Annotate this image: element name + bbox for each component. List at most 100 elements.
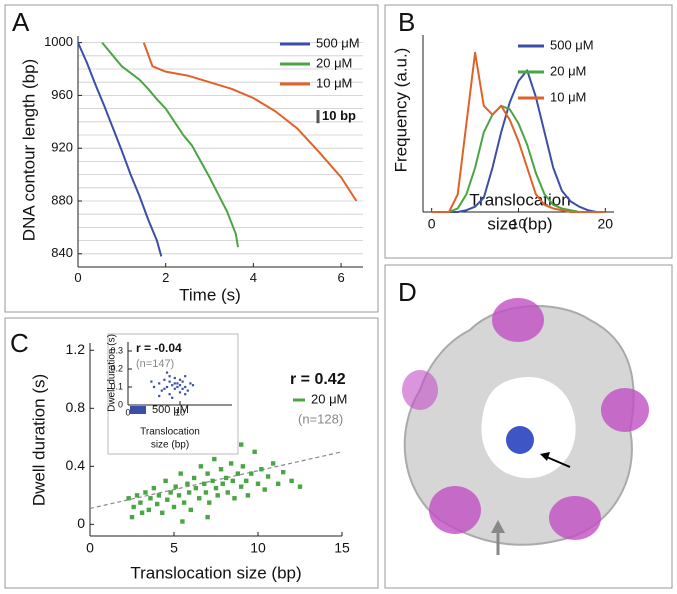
- scatter-point: [191, 384, 195, 387]
- x-tick-label: 2: [162, 270, 169, 285]
- scatter-point: [289, 478, 294, 484]
- scatter-point: [176, 385, 179, 389]
- scatter-point: [184, 375, 187, 378]
- y-axis-label: Dwell duration (s): [29, 374, 48, 506]
- scatter-point: [181, 500, 187, 505]
- scatter-point: [239, 442, 244, 447]
- panel-label: D: [398, 277, 417, 307]
- scatter-point: [255, 481, 261, 486]
- scatter-point: [186, 490, 192, 495]
- x-tick-label: 10: [175, 407, 185, 417]
- scatter-point: [173, 387, 176, 390]
- y-tick-label: 1000: [44, 34, 73, 49]
- scatter-point: [223, 475, 229, 481]
- scatter-point: [156, 493, 162, 498]
- legend-label: 500 μM: [152, 404, 189, 416]
- x-tick-label: 6: [337, 270, 344, 285]
- scatter-point: [249, 471, 254, 476]
- scatter-point: [173, 376, 176, 380]
- x-tick-label: 5: [170, 539, 178, 555]
- scatter-point: [193, 485, 199, 491]
- legend-swatch: [130, 406, 146, 414]
- scatter-point: [202, 481, 207, 486]
- series-line: [431, 69, 606, 213]
- scatter-point: [126, 496, 131, 501]
- y-tick-label: 0.4: [66, 457, 86, 473]
- scatter-point: [168, 393, 171, 396]
- scatter-point: [146, 507, 151, 513]
- y-tick-label: 1.2: [66, 341, 86, 357]
- x-tick-label: 10: [250, 539, 266, 555]
- x-tick-label: 0: [428, 215, 436, 231]
- scatter-point: [165, 497, 170, 502]
- scatter-point: [178, 391, 182, 394]
- scatter-point: [165, 385, 169, 389]
- annotation: (n=147): [136, 358, 174, 370]
- scatter-point: [270, 461, 276, 466]
- scatter-point: [176, 493, 182, 498]
- scatter-point: [232, 496, 237, 501]
- scatter-point: [151, 485, 157, 491]
- legend-label: 10 μM: [550, 89, 586, 104]
- x-axis-label: Time (s): [179, 285, 241, 304]
- x-axis-label: Translocation: [140, 427, 200, 438]
- x-tick-label: 20: [598, 215, 614, 231]
- scatter-point: [155, 501, 160, 507]
- scatter-point: [240, 464, 246, 469]
- scatter-point: [262, 487, 267, 492]
- fit-line: [89, 451, 343, 510]
- scatter-point: [213, 485, 219, 491]
- scatter-point: [220, 481, 225, 486]
- y-tick-label: 880: [51, 192, 73, 207]
- scatter-point: [158, 382, 161, 385]
- scatter-point: [180, 519, 185, 524]
- panel-label: B: [398, 7, 415, 37]
- scatter-point: [275, 481, 281, 486]
- scatter-point: [165, 371, 169, 374]
- y-tick-label: 960: [51, 87, 73, 102]
- scatter-point: [171, 396, 174, 399]
- scatter-point: [148, 496, 153, 501]
- scatter-point: [138, 500, 143, 505]
- scatter-point: [143, 490, 148, 495]
- scatter-point: [131, 504, 136, 510]
- scatter-point: [281, 469, 286, 475]
- y-tick-label: 0: [77, 515, 85, 531]
- scatter-point: [163, 478, 168, 484]
- scatter-point: [230, 478, 235, 484]
- structure-render: [402, 298, 649, 555]
- legend-label: 10 μM: [316, 75, 352, 90]
- scatter-point: [205, 514, 210, 520]
- scatter-point: [168, 380, 171, 383]
- y-tick-label: 0.1: [110, 381, 123, 391]
- x-tick-label: 4: [250, 270, 257, 285]
- scatter-point: [178, 471, 183, 476]
- scatter-point: [215, 493, 220, 498]
- y-tick-label: 920: [51, 140, 73, 155]
- series-line: [101, 41, 240, 248]
- y-axis-label: Dwell duration (s): [107, 334, 118, 412]
- scatter-point: [203, 490, 209, 495]
- panel-a-frame: [4, 4, 379, 313]
- scatter-point: [171, 384, 174, 387]
- x-axis-label: Translocation size (bp): [130, 563, 301, 582]
- scatter-point: [235, 471, 241, 476]
- scatter-point: [129, 514, 135, 520]
- series-line: [431, 51, 606, 213]
- y-tick-label: 0.3: [110, 345, 123, 355]
- annotation: r = -0.04: [136, 341, 182, 355]
- legend-label: 500 μM: [316, 35, 360, 50]
- scatter-point: [244, 478, 249, 484]
- y-axis-label: Frequency (a.u.): [391, 48, 410, 173]
- x-tick-label: 15: [334, 539, 350, 555]
- scatter-point: [191, 475, 197, 481]
- scatter-point: [160, 389, 163, 392]
- series-line: [77, 42, 163, 257]
- scatter-point: [171, 504, 177, 510]
- scatter-point: [185, 481, 190, 486]
- x-tick-label: 0: [74, 270, 81, 285]
- scatter-point: [184, 385, 187, 389]
- scatter-point: [173, 382, 176, 385]
- y-axis-label: DNA contour length (bp): [19, 59, 38, 241]
